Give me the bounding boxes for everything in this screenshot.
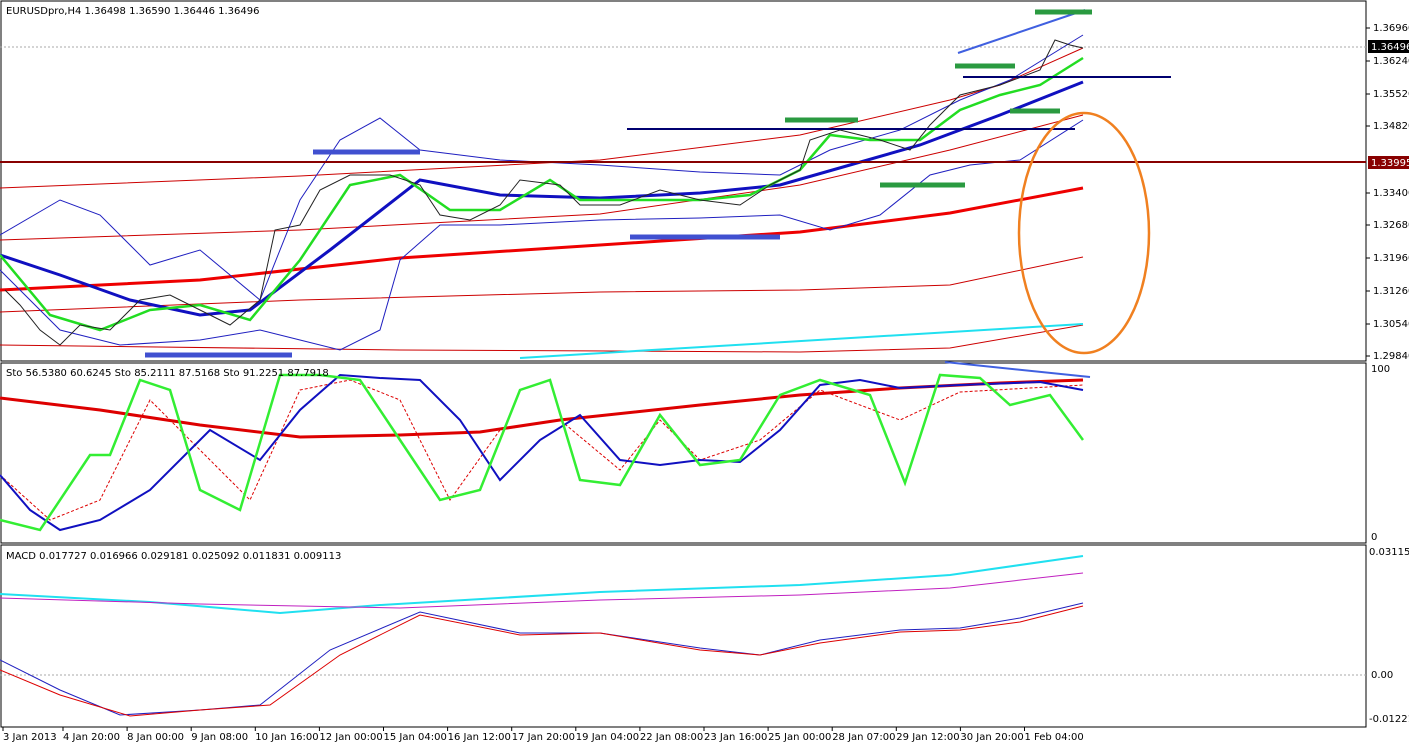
price-label: 1.31260	[1373, 286, 1409, 297]
level-price-box	[1368, 156, 1409, 169]
time-label: 10 Jan 16:00	[255, 732, 318, 743]
stochastic-scale: 100	[1371, 364, 1390, 375]
macd-blue	[0, 602, 1084, 716]
price-label: 1.30540	[1373, 319, 1409, 330]
time-label: 16 Jan 12:00	[448, 732, 511, 743]
envelope-bottom	[0, 324, 1084, 353]
time-label: 12 Jan 00:00	[319, 732, 382, 743]
main-indicators	[0, 9, 1366, 359]
trendline	[957, 9, 1086, 54]
stochastic-header: Sto 56.5380 60.6245 Sto 85.2111 87.5168 …	[6, 368, 329, 379]
time-label: 28 Jan 07:00	[832, 732, 895, 743]
main-pane	[0, 0, 1367, 362]
time-label: 1 Feb 04:00	[1025, 732, 1084, 743]
green-markers	[785, 9, 1092, 188]
time-label: 29 Jan 12:00	[896, 732, 959, 743]
macd-magenta	[0, 572, 1084, 609]
symbol-header: EURUSDpro,H4 1.36498 1.36590 1.36446 1.3…	[6, 6, 260, 17]
stochastic-pane	[0, 362, 1367, 544]
price-label: 1.35520	[1373, 89, 1409, 100]
price-label: 1.32680	[1373, 220, 1409, 231]
time-axis: 3 Jan 2013 4 Jan 20:00 8 Jan 00:00 9 Jan 08…	[2, 727, 1084, 743]
time-label: 22 Jan 08:00	[640, 732, 703, 743]
sto-signal	[0, 379, 1084, 521]
current-price: 1.36496	[1371, 42, 1409, 53]
bollinger-lower	[0, 119, 1084, 351]
time-label: 3 Jan 2013	[3, 732, 57, 743]
price-label: 1.36960	[1373, 23, 1409, 34]
sto-blue	[0, 373, 1084, 532]
time-label: 23 Jan 16:00	[704, 732, 767, 743]
macd-lines	[0, 555, 1084, 717]
macd-cyan	[0, 555, 1084, 615]
price-label: 1.36240	[1373, 56, 1409, 67]
macd-header: MACD 0.017727 0.016966 0.029181 0.025092…	[6, 551, 341, 562]
time-label: 25 Jan 00:00	[768, 732, 831, 743]
time-label: 8 Jan 00:00	[127, 732, 184, 743]
macd-scale: 0.031152	[1369, 547, 1409, 558]
sto-trendline	[944, 361, 1091, 378]
highlight-ellipse	[1017, 111, 1151, 355]
price-path	[4, 39, 1084, 346]
time-label: 9 Jan 08:00	[191, 732, 248, 743]
price-axis: 1.36960 1.36240 1.35520 1.34820 1.33400 1.326…	[1366, 23, 1409, 362]
ma-slow	[0, 186, 1084, 292]
price-label: 1.31960	[1373, 253, 1409, 264]
stochastic-scale: 0	[1371, 532, 1377, 543]
macd-scale: -0.01221	[1369, 714, 1409, 725]
cyan-trendline	[519, 323, 1084, 359]
time-label: 30 Jan 20:00	[960, 732, 1023, 743]
macd-red	[0, 605, 1084, 717]
time-label: 17 Jan 20:00	[512, 732, 575, 743]
time-label: 15 Jan 04:00	[384, 732, 447, 743]
envelope-low	[0, 256, 1084, 313]
price-label: 1.29840	[1373, 351, 1409, 362]
time-label: 19 Jan 04:00	[576, 732, 639, 743]
sto-green	[0, 373, 1085, 532]
price-label: 1.33400	[1373, 188, 1409, 199]
current-price-box	[1368, 40, 1409, 53]
time-label: 4 Jan 20:00	[63, 732, 120, 743]
price-label: 1.34820	[1373, 121, 1409, 132]
stochastic-lines	[0, 361, 1091, 532]
level-price: 1.33995	[1371, 158, 1409, 169]
macd-pane	[0, 544, 1367, 728]
macd-scale: 0.00	[1371, 670, 1393, 681]
blue-markers	[145, 149, 780, 358]
ma-fast	[0, 80, 1084, 317]
